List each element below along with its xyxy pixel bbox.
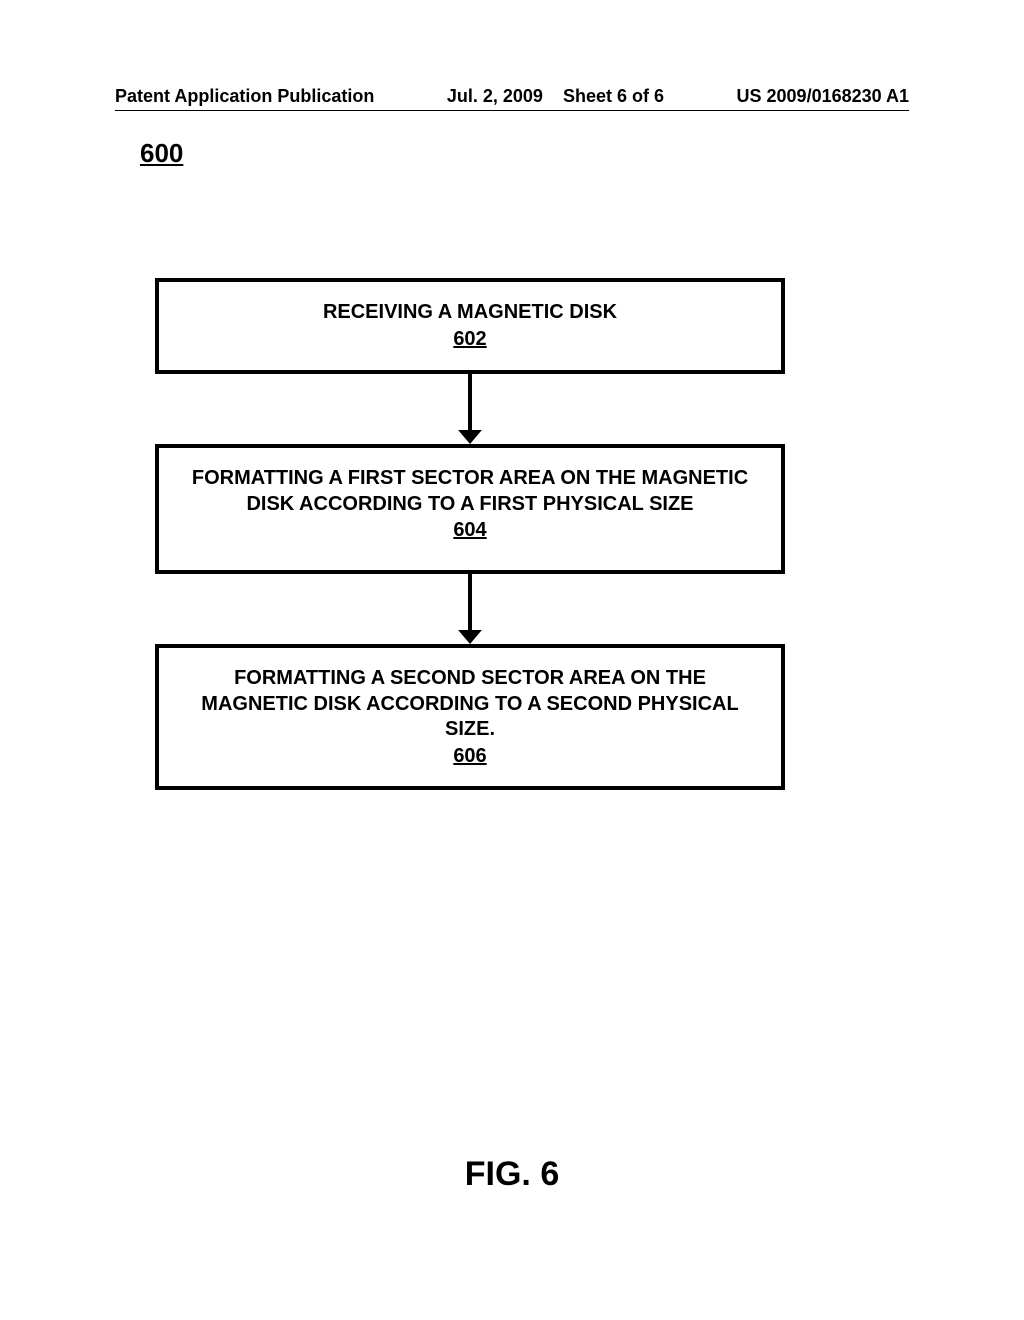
header-center: Jul. 2, 2009 Sheet 6 of 6 xyxy=(447,86,664,107)
flow-step-604: FORMATTING A FIRST SECTOR AREA ON THE MA… xyxy=(155,444,785,574)
header-sheet: Sheet 6 of 6 xyxy=(563,86,664,106)
patent-page: Patent Application Publication Jul. 2, 2… xyxy=(0,0,1024,1320)
flow-step-title: FORMATTING A FIRST SECTOR AREA ON THE MA… xyxy=(183,466,757,517)
page-header: Patent Application Publication Jul. 2, 2… xyxy=(115,86,909,107)
flow-step-602: RECEIVING A MAGNETIC DISK602 xyxy=(155,278,785,374)
header-rule xyxy=(115,110,909,111)
flow-arrow xyxy=(155,574,785,644)
flow-step-title: RECEIVING A MAGNETIC DISK xyxy=(183,300,757,326)
flow-arrow xyxy=(155,374,785,444)
flowchart: RECEIVING A MAGNETIC DISK602 FORMATTING A… xyxy=(155,278,785,790)
flow-step-title: FORMATTING A SECOND SECTOR AREA ON THE M… xyxy=(183,666,757,743)
flow-step-606: FORMATTING A SECOND SECTOR AREA ON THE M… xyxy=(155,644,785,790)
header-date: Jul. 2, 2009 xyxy=(447,86,543,106)
figure-label: FIG. 6 xyxy=(0,1155,1024,1194)
flow-step-ref: 602 xyxy=(183,328,757,351)
flow-step-ref: 604 xyxy=(183,519,757,542)
figure-reference-number: 600 xyxy=(140,138,183,169)
header-left: Patent Application Publication xyxy=(115,86,374,107)
flow-step-ref: 606 xyxy=(183,745,757,768)
header-right: US 2009/0168230 A1 xyxy=(737,86,909,107)
